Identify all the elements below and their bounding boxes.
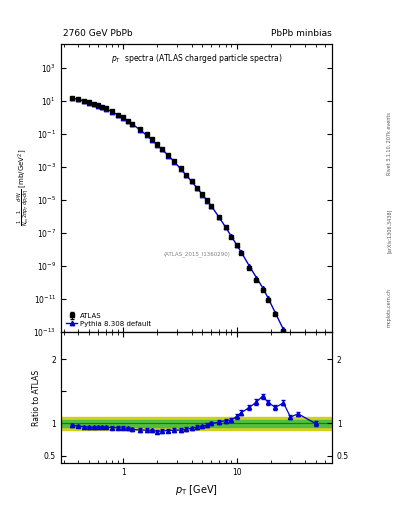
Pythia 8.308 default	[205, 198, 209, 204]
Text: mcplots.cern.ch: mcplots.cern.ch	[387, 288, 391, 327]
Pythia 8.308 default	[166, 153, 171, 159]
Pythia 8.308 default	[110, 109, 115, 115]
Pythia 8.308 default	[172, 158, 176, 164]
Pythia 8.308 default	[160, 146, 165, 153]
Pythia 8.308 default	[281, 327, 286, 333]
Y-axis label: Ratio to ATLAS: Ratio to ATLAS	[32, 370, 41, 426]
Pythia 8.308 default	[200, 191, 205, 198]
Bar	[61, 417, 332, 430]
Bar	[61, 420, 332, 426]
Pythia 8.308 default	[217, 214, 221, 220]
Pythia 8.308 default	[273, 310, 277, 316]
Pythia 8.308 default	[266, 295, 270, 301]
Pythia 8.308 default	[260, 285, 265, 291]
Pythia 8.308 default	[184, 173, 189, 179]
Pythia 8.308 default	[209, 203, 214, 209]
Pythia 8.308 default	[116, 112, 121, 118]
Pythia 8.308 default	[70, 95, 74, 101]
Pythia 8.308 default	[76, 96, 81, 102]
Pythia 8.308 default	[239, 249, 244, 255]
Pythia 8.308 default	[144, 132, 149, 138]
Text: (ATLAS_2015_I1360290): (ATLAS_2015_I1360290)	[163, 251, 230, 257]
Pythia 8.308 default	[130, 121, 135, 127]
Pythia 8.308 default	[100, 104, 105, 110]
Pythia 8.308 default	[87, 99, 92, 105]
Pythia 8.308 default	[229, 233, 234, 240]
Pythia 8.308 default	[155, 142, 160, 148]
Pythia 8.308 default	[189, 178, 194, 184]
Pythia 8.308 default	[178, 165, 183, 172]
Text: 2760 GeV PbPb: 2760 GeV PbPb	[63, 29, 132, 38]
Pythia 8.308 default	[234, 242, 239, 248]
X-axis label: $p_\mathrm{T}$ [GeV]: $p_\mathrm{T}$ [GeV]	[175, 483, 218, 497]
Pythia 8.308 default	[82, 98, 86, 104]
Text: Rivet 3.1.10, 207k events: Rivet 3.1.10, 207k events	[387, 112, 391, 175]
Text: [arXiv:1306.3438]: [arXiv:1306.3438]	[387, 208, 391, 252]
Pythia 8.308 default	[296, 356, 300, 362]
Text: PbPb minbias: PbPb minbias	[271, 29, 332, 38]
Y-axis label: $\frac{1}{N_\mathrm{ev}} \frac{1}{2\pi p_T} \frac{d^2N}{dp_T d\eta}$ [mb/GeV$^2$: $\frac{1}{N_\mathrm{ev}} \frac{1}{2\pi p…	[16, 149, 32, 226]
Line: Pythia 8.308 default: Pythia 8.308 default	[70, 96, 318, 381]
Pythia 8.308 default	[288, 340, 293, 346]
Legend: ATLAS, Pythia 8.308 default: ATLAS, Pythia 8.308 default	[64, 310, 153, 329]
Pythia 8.308 default	[138, 126, 142, 133]
Pythia 8.308 default	[121, 115, 126, 121]
Pythia 8.308 default	[195, 185, 200, 191]
Text: $p_\mathrm{T}$  spectra (ATLAS charged particle spectra): $p_\mathrm{T}$ spectra (ATLAS charged pa…	[111, 52, 282, 65]
Pythia 8.308 default	[96, 102, 101, 109]
Pythia 8.308 default	[254, 274, 259, 281]
Pythia 8.308 default	[313, 376, 318, 382]
Pythia 8.308 default	[223, 224, 228, 230]
Pythia 8.308 default	[247, 263, 252, 269]
Pythia 8.308 default	[92, 101, 96, 107]
Pythia 8.308 default	[126, 118, 130, 124]
Pythia 8.308 default	[104, 105, 108, 112]
Pythia 8.308 default	[150, 137, 155, 143]
